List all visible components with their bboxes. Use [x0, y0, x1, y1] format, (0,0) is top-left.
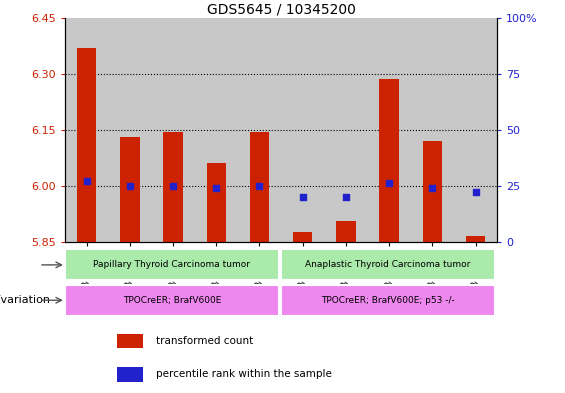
Text: Papillary Thyroid Carcinoma tumor: Papillary Thyroid Carcinoma tumor [93, 261, 250, 269]
Bar [163, 132, 182, 242]
Bar [65, 250, 279, 280]
Bar [411, 18, 454, 242]
Point [125, 182, 134, 189]
Point [212, 185, 221, 191]
Bar [454, 18, 497, 242]
Point [428, 185, 437, 191]
Text: transformed count: transformed count [156, 336, 253, 346]
Point [341, 194, 350, 200]
Bar [108, 18, 151, 242]
Bar [120, 137, 140, 242]
Point [298, 194, 307, 200]
Point [255, 182, 264, 189]
Bar [117, 334, 143, 348]
Text: TPOCreER; BrafV600E: TPOCreER; BrafV600E [123, 296, 221, 305]
Bar [65, 285, 279, 316]
Bar [281, 18, 324, 242]
Bar [281, 250, 495, 280]
Bar [77, 48, 96, 242]
Bar [117, 367, 143, 382]
Bar [238, 18, 281, 242]
Bar [380, 79, 399, 242]
Point [82, 178, 91, 184]
Bar [207, 163, 226, 242]
Bar [151, 18, 194, 242]
Bar [367, 18, 411, 242]
Text: genotype/variation: genotype/variation [0, 295, 50, 305]
Text: TPOCreER; BrafV600E; p53 -/-: TPOCreER; BrafV600E; p53 -/- [321, 296, 455, 305]
Title: GDS5645 / 10345200: GDS5645 / 10345200 [207, 2, 355, 17]
Text: Anaplastic Thyroid Carcinoma tumor: Anaplastic Thyroid Carcinoma tumor [305, 261, 471, 269]
Bar [250, 132, 269, 242]
Bar [423, 141, 442, 242]
Point [168, 182, 177, 189]
Point [385, 180, 394, 187]
Bar [293, 232, 312, 242]
Bar [194, 18, 238, 242]
Bar [336, 221, 355, 242]
Bar [65, 18, 108, 242]
Text: percentile rank within the sample: percentile rank within the sample [156, 369, 332, 379]
Point [471, 189, 480, 196]
Bar [324, 18, 368, 242]
Bar [466, 236, 485, 242]
Bar [281, 285, 495, 316]
